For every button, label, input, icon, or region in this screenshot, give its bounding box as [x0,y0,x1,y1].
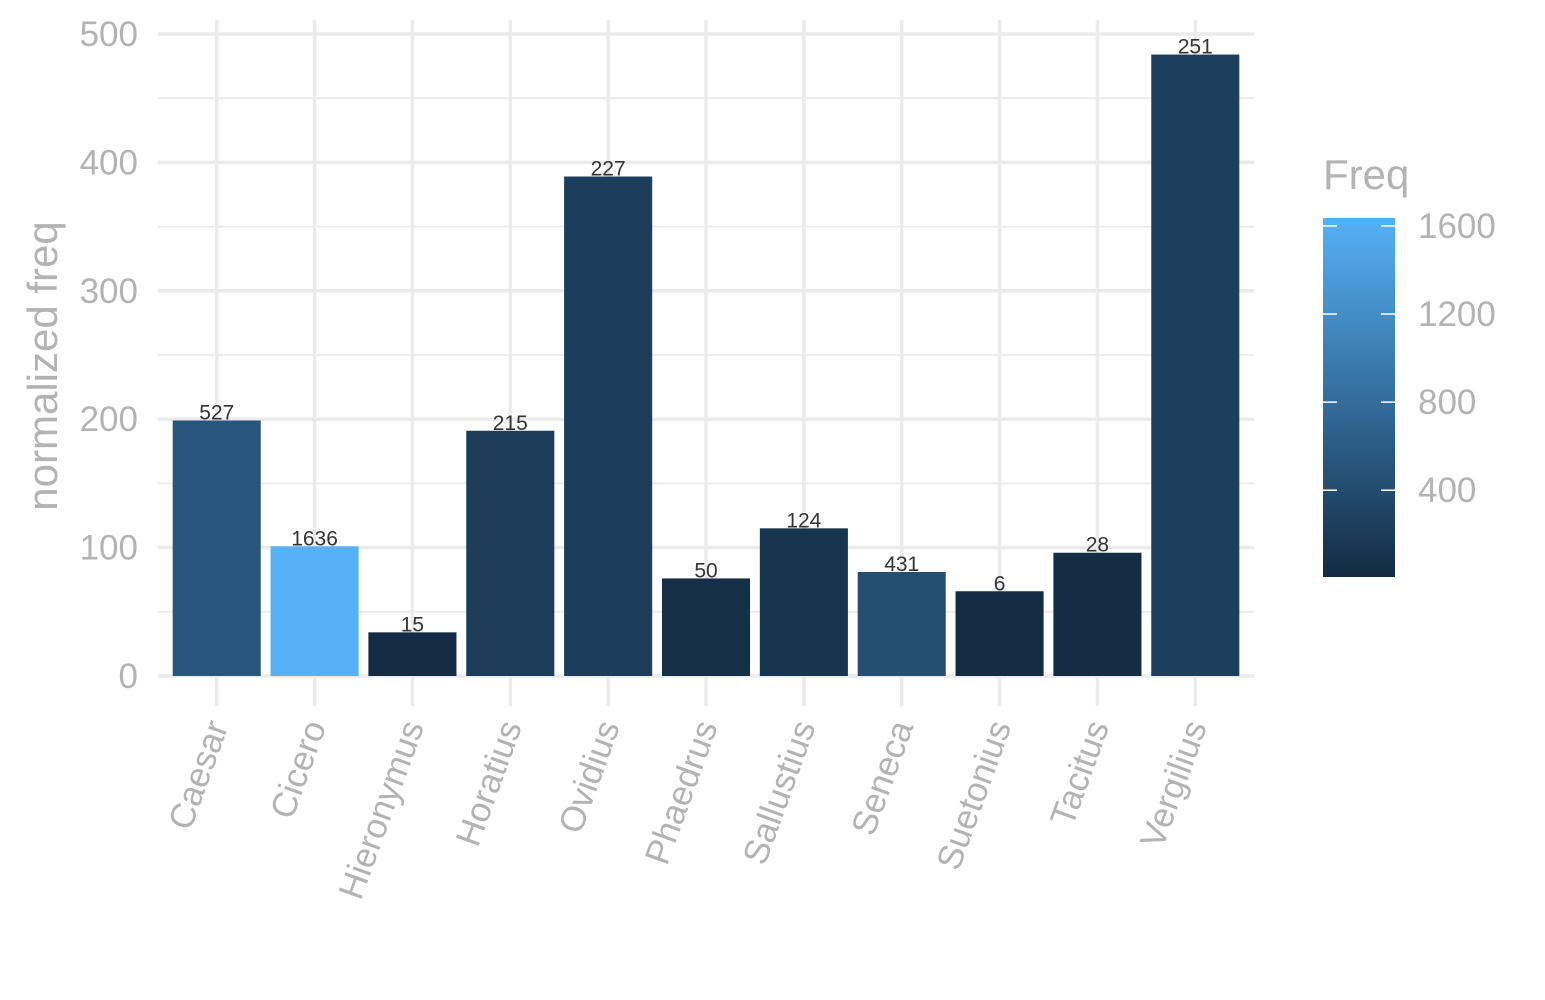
bar-horatius [466,430,555,676]
y-axis-title: normalized freq [19,221,66,510]
x-tick-label: Vergilius [1133,715,1215,853]
bar-value-label: 124 [786,509,821,532]
legend-title: Freq [1323,151,1409,198]
bar-value-label: 227 [591,158,626,181]
x-tick-label: Phaedrus [638,715,726,869]
bar-value-label: 431 [884,553,919,576]
bar-value-label: 527 [199,401,234,424]
legend-tick-label: 1200 [1418,295,1496,334]
y-tick-label: 500 [80,15,138,54]
bar-value-label: 15 [401,613,424,636]
bar-value-label: 215 [493,412,528,435]
y-tick-label: 200 [80,400,138,439]
bars: 527 1636 15 215 227 50 124 431 6 28 251 [172,36,1240,677]
bar-sallustius [759,528,848,676]
bar-tacitus [1053,552,1142,676]
x-tick-label: Caesar [161,715,236,835]
legend-tick-label: 400 [1418,471,1476,510]
bar-value-label: 6 [994,572,1006,595]
x-tick-label: Cicero [263,715,334,823]
x-tick-label: Horatius [449,715,530,851]
bar-value-label: 28 [1086,534,1109,557]
bar-vergilius [1151,54,1240,676]
y-axis-ticks: 0 100 200 300 400 500 [80,15,138,696]
x-tick-label: Suetonius [929,715,1019,875]
y-tick-label: 400 [80,143,138,182]
color-legend: Freq 400 800 1200 1600 [1323,151,1496,577]
legend-tick-label: 800 [1418,383,1476,422]
x-tick-label: Ovidius [551,715,628,838]
x-tick-label: Tacitus [1043,715,1117,831]
bar-phaedrus [661,578,751,676]
bar-value-label: 1636 [291,527,338,550]
legend-tick-label: 1600 [1418,207,1496,246]
bar-caesar [172,420,261,676]
y-tick-label: 100 [80,529,138,568]
bar-seneca [857,571,946,676]
y-tick-label: 300 [80,272,138,311]
legend-colorbar [1323,218,1395,577]
bar-value-label: 50 [694,559,717,582]
x-tick-label: Sallustius [735,715,823,869]
bar-hieronymus [368,632,457,676]
bar-suetonius [955,591,1044,676]
x-tick-label: Seneca [844,715,921,840]
bar-ovidius [564,176,653,677]
x-tick-label: Hieronymus [331,715,432,904]
y-tick-label: 0 [119,657,138,696]
bar-value-label: 251 [1178,36,1213,59]
bar-cicero [270,546,359,676]
